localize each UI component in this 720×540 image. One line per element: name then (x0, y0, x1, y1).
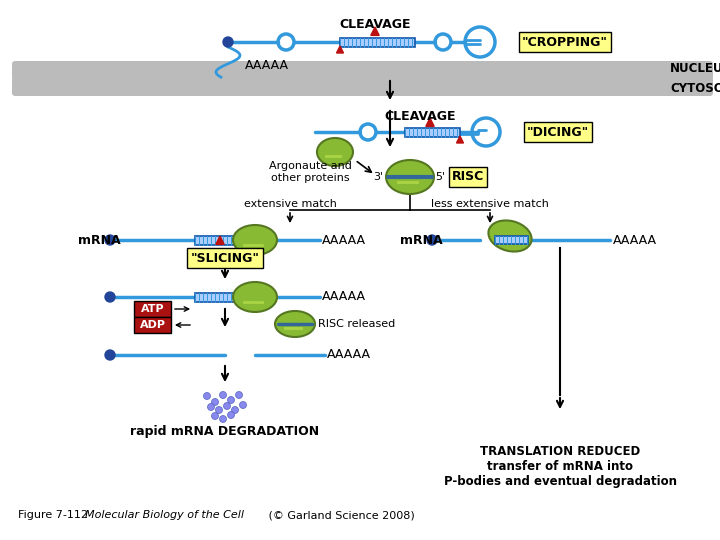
Text: AAAAA: AAAAA (322, 291, 366, 303)
Text: rapid mRNA DEGRADATION: rapid mRNA DEGRADATION (130, 426, 320, 438)
Circle shape (204, 393, 210, 400)
Circle shape (223, 402, 230, 409)
Polygon shape (371, 27, 379, 36)
Text: NUCLEUS: NUCLEUS (670, 62, 720, 75)
Ellipse shape (488, 220, 531, 252)
Text: ADP: ADP (140, 320, 166, 330)
Polygon shape (216, 236, 224, 245)
Ellipse shape (317, 138, 353, 166)
FancyBboxPatch shape (340, 37, 415, 46)
Text: "CROPPING": "CROPPING" (522, 36, 608, 49)
Text: Argonaute and
other proteins: Argonaute and other proteins (269, 161, 351, 183)
Circle shape (105, 350, 115, 360)
Text: TRANSLATION REDUCED
transfer of mRNA into
P-bodies and eventual degradation: TRANSLATION REDUCED transfer of mRNA int… (444, 445, 677, 488)
Text: mRNA: mRNA (78, 233, 121, 246)
Circle shape (427, 235, 437, 245)
Circle shape (235, 392, 243, 399)
Text: Molecular Biology of the Cell: Molecular Biology of the Cell (85, 510, 244, 520)
Ellipse shape (233, 225, 277, 255)
Text: AAAAA: AAAAA (613, 233, 657, 246)
Text: RISC released: RISC released (318, 319, 395, 329)
Text: 3': 3' (373, 172, 383, 182)
Circle shape (228, 396, 235, 403)
Text: Figure 7-112: Figure 7-112 (18, 510, 95, 520)
Ellipse shape (275, 311, 315, 337)
Polygon shape (456, 136, 464, 143)
FancyBboxPatch shape (195, 235, 255, 245)
FancyBboxPatch shape (405, 127, 460, 137)
Ellipse shape (233, 282, 277, 312)
Text: "DICING": "DICING" (527, 125, 589, 138)
Text: AAAAA: AAAAA (327, 348, 371, 361)
Circle shape (228, 411, 235, 418)
Ellipse shape (386, 160, 434, 194)
FancyBboxPatch shape (495, 236, 528, 244)
Text: RISC: RISC (452, 171, 484, 184)
Text: "SLICING": "SLICING" (191, 252, 259, 265)
FancyBboxPatch shape (134, 317, 171, 333)
Circle shape (220, 392, 227, 399)
Circle shape (232, 407, 238, 414)
Polygon shape (426, 118, 434, 126)
Circle shape (105, 292, 115, 302)
Text: 5': 5' (435, 172, 445, 182)
Circle shape (207, 403, 215, 410)
FancyBboxPatch shape (12, 61, 713, 80)
Text: CYTOSOL: CYTOSOL (670, 82, 720, 94)
Text: extensive match: extensive match (243, 199, 336, 209)
Text: ATP: ATP (140, 304, 164, 314)
Polygon shape (336, 46, 343, 53)
FancyBboxPatch shape (12, 77, 713, 96)
Circle shape (215, 407, 222, 414)
Text: AAAAA: AAAAA (245, 59, 289, 72)
Circle shape (240, 402, 246, 408)
Text: CLEAVAGE: CLEAVAGE (384, 110, 456, 123)
FancyBboxPatch shape (134, 301, 171, 317)
Text: (© Garland Science 2008): (© Garland Science 2008) (265, 510, 415, 520)
Text: AAAAA: AAAAA (322, 233, 366, 246)
Text: mRNA: mRNA (400, 233, 443, 246)
Text: less extensive match: less extensive match (431, 199, 549, 209)
Circle shape (212, 399, 218, 406)
Circle shape (105, 235, 115, 245)
Text: CLEAVAGE: CLEAVAGE (339, 17, 410, 30)
FancyBboxPatch shape (195, 293, 255, 301)
Circle shape (223, 37, 233, 47)
Circle shape (212, 413, 218, 420)
Circle shape (220, 415, 227, 422)
